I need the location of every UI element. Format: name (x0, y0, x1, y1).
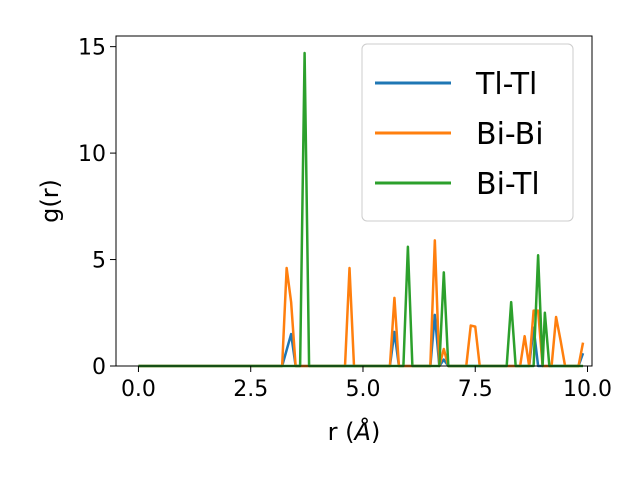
x-axis-label-prefix: r ( (328, 418, 355, 446)
x-tick-label: 7.5 (458, 377, 493, 402)
x-axis-ticks: 0.0 2.5 5.0 7.5 10.0 (121, 366, 612, 402)
x-tick-label: 0.0 (121, 377, 156, 402)
legend-label-bi-bi: Bi-Bi (476, 117, 544, 152)
x-axis-label: r (Å) (328, 417, 381, 446)
y-tick-label: 5 (92, 249, 106, 274)
plot-frame (115, 35, 593, 367)
legend: Tl-Tl Bi-Bi Bi-Tl (361, 43, 574, 222)
x-axis-label-suffix: ) (371, 418, 380, 446)
y-axis-ticks: 0 5 10 15 (78, 36, 116, 380)
x-tick-label: 2.5 (233, 377, 268, 402)
x-axis-label-unit: Å (353, 417, 371, 446)
y-tick-label: 0 (92, 355, 106, 380)
y-tick-label: 15 (78, 36, 106, 61)
legend-label-tl-tl: Tl-Tl (475, 67, 537, 102)
legend-box (361, 43, 574, 222)
legend-label-bi-tl: Bi-Tl (476, 167, 540, 202)
y-tick-label: 10 (78, 142, 106, 167)
x-tick-label: 5.0 (345, 377, 380, 402)
x-tick-label: 10.0 (563, 377, 612, 402)
y-axis-label: g(r) (36, 179, 64, 223)
